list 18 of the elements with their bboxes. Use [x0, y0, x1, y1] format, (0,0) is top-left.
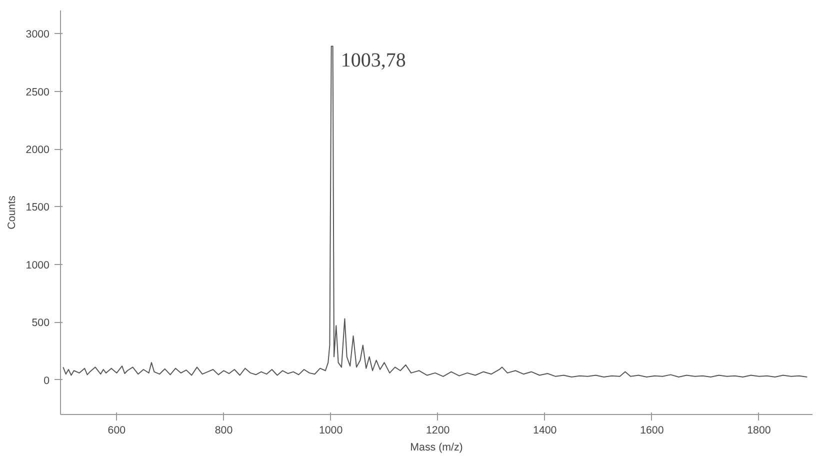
y-tick-label: 3000: [26, 28, 50, 41]
y-tick-label: 1500: [26, 202, 50, 214]
y-tick-label: 2500: [26, 86, 50, 98]
y-axis-title: Counts: [6, 196, 18, 230]
x-tick-label: 1200: [426, 424, 450, 436]
x-tick-label: 1800: [747, 424, 771, 436]
y-tick-label: 2000: [26, 144, 50, 156]
x-tick-label: 1000: [318, 424, 343, 436]
x-axis-title: Mass (m/z): [410, 442, 463, 454]
x-tick-label: 600: [108, 424, 126, 436]
line-series: [62, 46, 808, 378]
x-tick-label: 1400: [533, 424, 557, 436]
x-tick-label: 1600: [640, 424, 664, 436]
annotation: 1003,78: [340, 49, 406, 72]
x-tick-label: 800: [214, 424, 233, 436]
y-tick-label: 0: [44, 374, 50, 387]
y-tick-label: 500: [32, 317, 50, 330]
y-tick-label: 1000: [26, 259, 50, 272]
